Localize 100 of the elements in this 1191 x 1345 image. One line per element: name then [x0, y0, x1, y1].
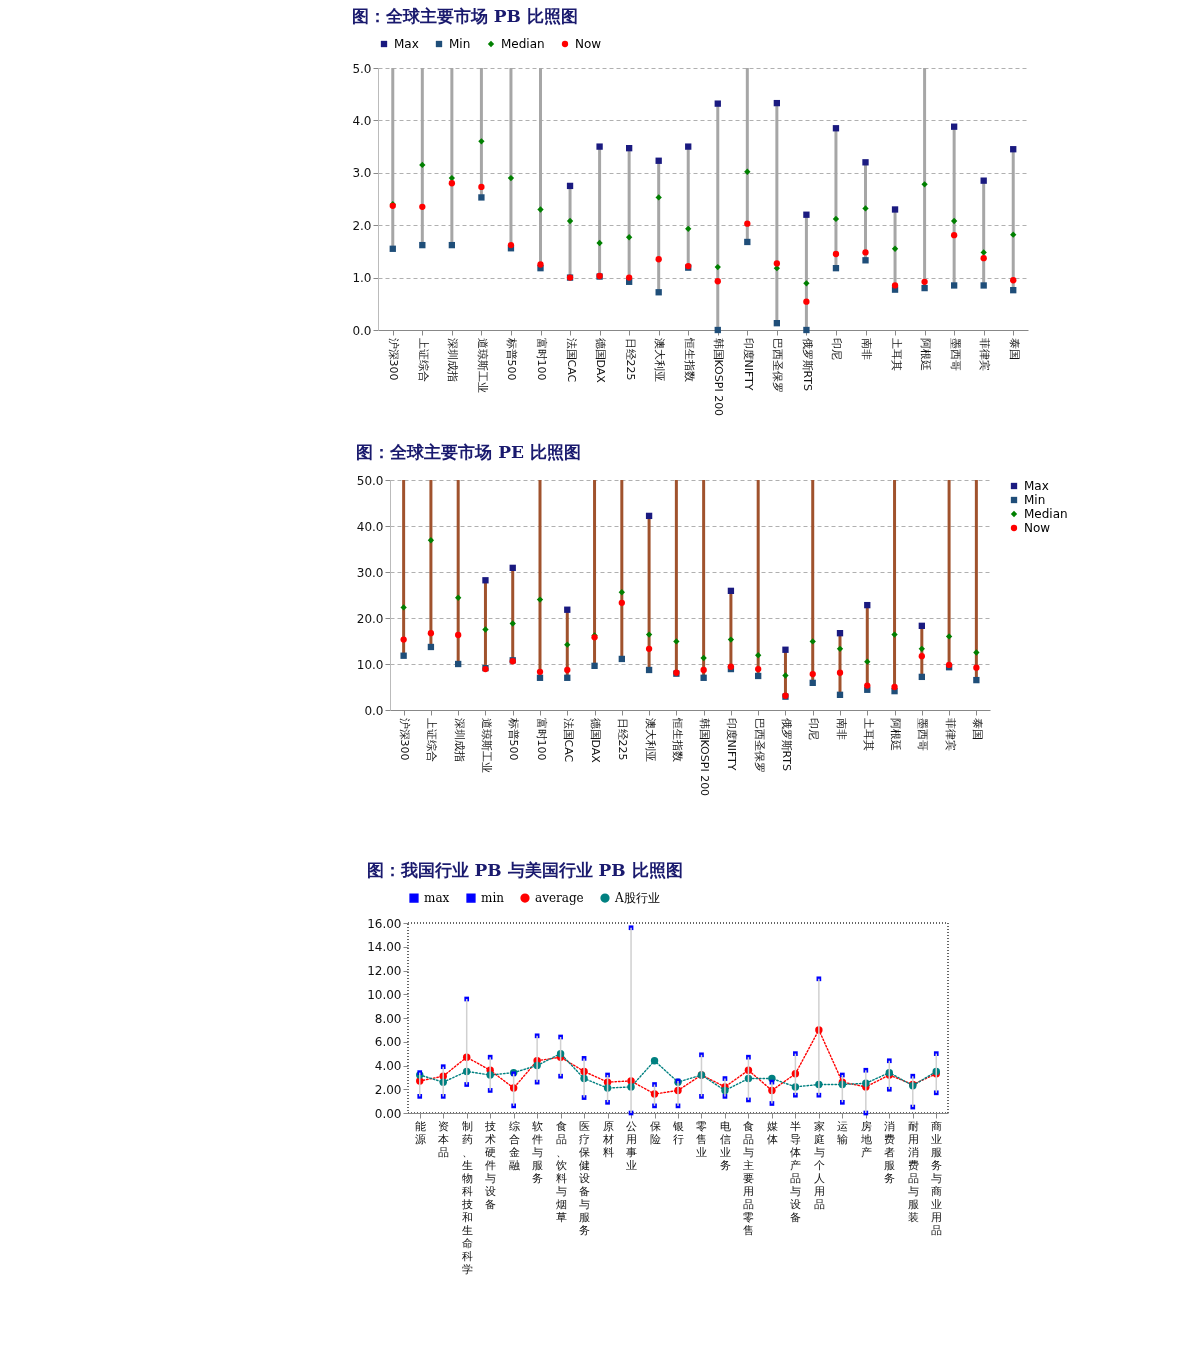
x-tick-label: 德国DAX	[589, 717, 603, 764]
x-tick-label: 零售业	[696, 1119, 708, 1159]
y-tick-label: 0.0	[352, 323, 372, 338]
y-tick-label: 0.0	[364, 703, 384, 718]
y-tick-label: 10.0	[356, 657, 384, 672]
y-tick-label: 2.00	[374, 1082, 402, 1097]
y-tick-label: 2.0	[352, 218, 372, 233]
x-tick-label: 南非	[860, 337, 873, 360]
x-tick-label: 沪深300	[387, 337, 401, 381]
legend-label: Min	[449, 37, 471, 51]
legend-label: A股行业	[614, 891, 660, 906]
x-tick-label: 标普500	[507, 716, 521, 761]
x-tick-label: 南非	[834, 717, 848, 740]
legend-label: Now	[1024, 521, 1051, 535]
y-tick-label: 4.0	[352, 113, 372, 128]
x-tick-label: 印尼	[807, 717, 821, 740]
y-tick-label: 40.0	[356, 519, 384, 534]
y-tick-label: 10.00	[367, 987, 402, 1002]
x-tick-label: 上证综合	[425, 717, 439, 762]
x-tick-label: 原材料	[601, 1119, 614, 1159]
y-tick-label: 4.00	[374, 1059, 402, 1073]
legend-label: max	[424, 891, 450, 906]
x-tick-label: 媒体	[766, 1119, 778, 1146]
y-tick-label: 30.0	[356, 565, 384, 580]
x-tick-label: 软件与服务	[532, 1119, 544, 1185]
x-tick-label: 澳大利亚	[643, 717, 657, 762]
x-tick-label: 食品、饮料与烟草	[554, 1119, 567, 1224]
x-tick-label: 技术硬件与设备	[484, 1119, 497, 1211]
y-tick-label: 3.0	[352, 166, 372, 181]
y-tick-label: 1.0	[352, 271, 372, 286]
x-tick-label: 资本品	[438, 1119, 450, 1159]
x-tick-label: 深圳成指	[452, 717, 466, 762]
x-tick-label: 恒生指数	[682, 336, 696, 382]
x-tick-label: 德国DAX	[594, 337, 608, 384]
x-tick-label: 深圳成指	[446, 337, 460, 382]
y-tick-label: 5.0	[352, 61, 372, 76]
x-tick-label: 阿根廷	[919, 337, 933, 371]
legend-label: min	[481, 891, 505, 906]
x-tick-label: 沪深300	[398, 717, 412, 761]
x-tick-label: 印度NIFTY	[741, 337, 755, 391]
legend-label: Median	[1024, 507, 1068, 521]
legend-label: Max	[394, 37, 419, 51]
x-tick-label: 土耳其	[889, 337, 903, 371]
x-tick-label: 澳大利亚	[653, 337, 667, 382]
legend-label: Min	[1024, 493, 1046, 507]
x-tick-label: 俄罗斯RTS	[800, 337, 814, 392]
x-tick-label: 电信业务	[719, 1119, 731, 1172]
legend-label: average	[535, 891, 584, 906]
x-tick-label: 日经225	[616, 717, 630, 761]
category-label: 医疗保健设备与服务	[579, 1119, 591, 1237]
x-tick-label: 能源	[414, 1119, 426, 1146]
x-tick-label: 标普500	[505, 336, 519, 381]
x-tick-label: 公用事业	[626, 1119, 638, 1172]
x-tick-label: 泰国	[970, 717, 984, 740]
legend-label: Now	[575, 37, 602, 51]
legend-label: Max	[1024, 479, 1049, 493]
x-tick-label: 阿根廷	[889, 717, 903, 751]
y-tick-label: 14.00	[367, 940, 402, 955]
x-tick-label: 房地产	[859, 1119, 872, 1159]
x-tick-label: 运输	[837, 1119, 849, 1146]
y-tick-label: 16.00	[367, 916, 402, 931]
x-tick-label: 保险	[649, 1119, 661, 1146]
x-tick-label: 韩国KOSPI 200	[712, 337, 726, 417]
legend-label: Median	[501, 37, 545, 51]
x-tick-label: 土耳其	[861, 717, 875, 751]
x-tick-label: 法国CAC	[561, 717, 575, 763]
x-tick-label: 富时100	[535, 337, 548, 381]
x-tick-label: 日经225	[623, 337, 637, 381]
x-tick-label: 巴西圣保罗	[752, 717, 766, 773]
chart-title: 图：我国行业 PB 与美国行业 PB 比照图	[366, 860, 683, 880]
x-tick-label: 银行	[672, 1119, 684, 1146]
x-tick-label: 韩国KOSPI 200	[698, 717, 712, 797]
x-tick-label: 墨西哥	[948, 337, 962, 371]
x-tick-label: 道琼斯工业	[479, 717, 493, 773]
chart-title: 图：全球主要市场 PB 比照图	[351, 6, 578, 26]
y-tick-label: 12.00	[367, 964, 402, 978]
x-tick-label: 菲律宾	[943, 717, 957, 751]
y-tick-label: 6.00	[374, 1035, 402, 1050]
category-label: 食品与主要用品零售	[743, 1119, 755, 1237]
x-tick-label: 俄罗斯RTS	[779, 717, 793, 772]
y-tick-label: 20.0	[356, 611, 384, 626]
x-tick-label: 法国CAC	[564, 337, 578, 383]
x-tick-label: 巴西圣保罗	[771, 337, 785, 393]
category-label: 商业服务与商业用品	[931, 1119, 943, 1237]
x-tick-label: 富时100	[534, 717, 548, 761]
x-tick-label: 恒生指数	[670, 716, 684, 762]
category-label: 制药、生物科技和生命科学	[461, 1119, 473, 1276]
x-tick-label: 道琼斯工业	[475, 337, 489, 393]
x-tick-label: 半导体产品与设备	[790, 1119, 802, 1224]
x-tick-label: 印尼	[830, 337, 844, 360]
x-tick-label: 综合金融	[508, 1119, 520, 1172]
y-tick-label: 8.00	[374, 1011, 402, 1026]
x-tick-label: 菲律宾	[978, 337, 992, 371]
x-tick-label: 家庭与个人用品	[813, 1119, 825, 1211]
y-tick-label: 50.0	[356, 473, 384, 488]
x-tick-label: 上证综合	[416, 337, 430, 382]
x-tick-label: 泰国	[1007, 337, 1021, 360]
x-tick-label: 墨西哥	[916, 717, 930, 751]
y-tick-label: 0.00	[374, 1106, 402, 1121]
x-tick-label: 耐用消费品与服装	[907, 1119, 919, 1224]
